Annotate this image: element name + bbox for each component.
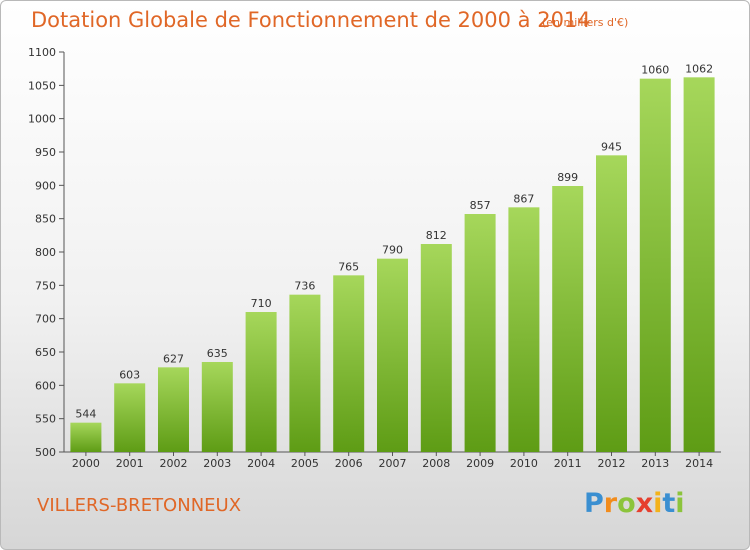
bar-2001 <box>114 383 146 452</box>
x-tick-label: 2014 <box>685 457 713 470</box>
bar-2007 <box>377 258 408 452</box>
bar-2011 <box>552 186 584 452</box>
y-tick-label: 1100 <box>28 46 56 59</box>
logo-letter: x <box>635 488 654 519</box>
y-tick-label: 1000 <box>28 113 56 126</box>
bar-2008 <box>420 244 452 452</box>
data-label: 1062 <box>685 62 713 75</box>
y-tick-label: 500 <box>35 446 56 459</box>
x-tick-label: 2004 <box>247 457 275 470</box>
x-tick-label: 2005 <box>291 457 319 470</box>
bar-2010 <box>508 207 540 452</box>
logo-letter: t <box>662 488 676 519</box>
data-label: 899 <box>557 171 578 184</box>
y-tick-label: 850 <box>35 213 56 226</box>
y-tick-label: 1050 <box>28 79 56 92</box>
x-tick-label: 2007 <box>379 457 407 470</box>
data-label: 627 <box>163 352 184 365</box>
x-tick-label: 2006 <box>335 457 363 470</box>
commune-name: VILLERS-BRETONNEUX <box>37 495 242 516</box>
bar-2000 <box>70 422 102 452</box>
y-tick-label: 650 <box>35 346 56 359</box>
logo-letter: o <box>617 488 636 519</box>
data-label: 867 <box>513 192 534 205</box>
bar-2002 <box>158 367 189 452</box>
x-tick-label: 2013 <box>641 457 669 470</box>
y-tick-label: 550 <box>35 413 56 426</box>
data-label: 765 <box>338 260 359 273</box>
bar-2012 <box>596 155 627 453</box>
data-label: 1060 <box>641 64 669 77</box>
bar-2014 <box>683 77 715 452</box>
bar-2004 <box>245 312 277 452</box>
bar-2006 <box>333 275 365 452</box>
data-label: 857 <box>470 199 491 212</box>
bar-2003 <box>201 362 233 452</box>
x-tick-label: 2000 <box>72 457 100 470</box>
y-tick-label: 700 <box>35 313 56 326</box>
y-tick-label: 600 <box>35 379 56 392</box>
x-tick-label: 2012 <box>598 457 626 470</box>
data-label: 635 <box>207 347 228 360</box>
bar-2013 <box>639 78 671 453</box>
proxiti-logo: Proxiti <box>584 488 685 519</box>
chart-subtitle: (en milliers d'€) <box>542 16 629 29</box>
logo-letter: i <box>675 488 685 519</box>
y-tick-label: 900 <box>35 179 56 192</box>
data-label: 790 <box>382 244 403 257</box>
x-tick-label: 2008 <box>422 457 450 470</box>
logo-letter: i <box>653 488 663 519</box>
data-label: 603 <box>119 368 140 381</box>
x-tick-label: 2002 <box>160 457 188 470</box>
bar-2005 <box>289 294 321 452</box>
chart-title: Dotation Globale de Fonctionnement de 20… <box>31 8 591 32</box>
x-tick-label: 2003 <box>203 457 231 470</box>
logo-letter: P <box>584 488 604 519</box>
data-label: 945 <box>601 140 622 153</box>
bar-2009 <box>464 214 496 452</box>
y-tick-label: 750 <box>35 279 56 292</box>
x-tick-label: 2009 <box>466 457 494 470</box>
x-tick-label: 2011 <box>554 457 582 470</box>
y-tick-label: 800 <box>35 246 56 259</box>
data-label: 812 <box>426 229 447 242</box>
data-label: 736 <box>294 280 315 293</box>
logo-letter: r <box>603 488 618 519</box>
y-tick-label: 950 <box>35 146 56 159</box>
x-tick-label: 2010 <box>510 457 538 470</box>
data-label: 544 <box>75 408 96 421</box>
x-tick-label: 2001 <box>116 457 144 470</box>
data-label: 710 <box>251 297 272 310</box>
